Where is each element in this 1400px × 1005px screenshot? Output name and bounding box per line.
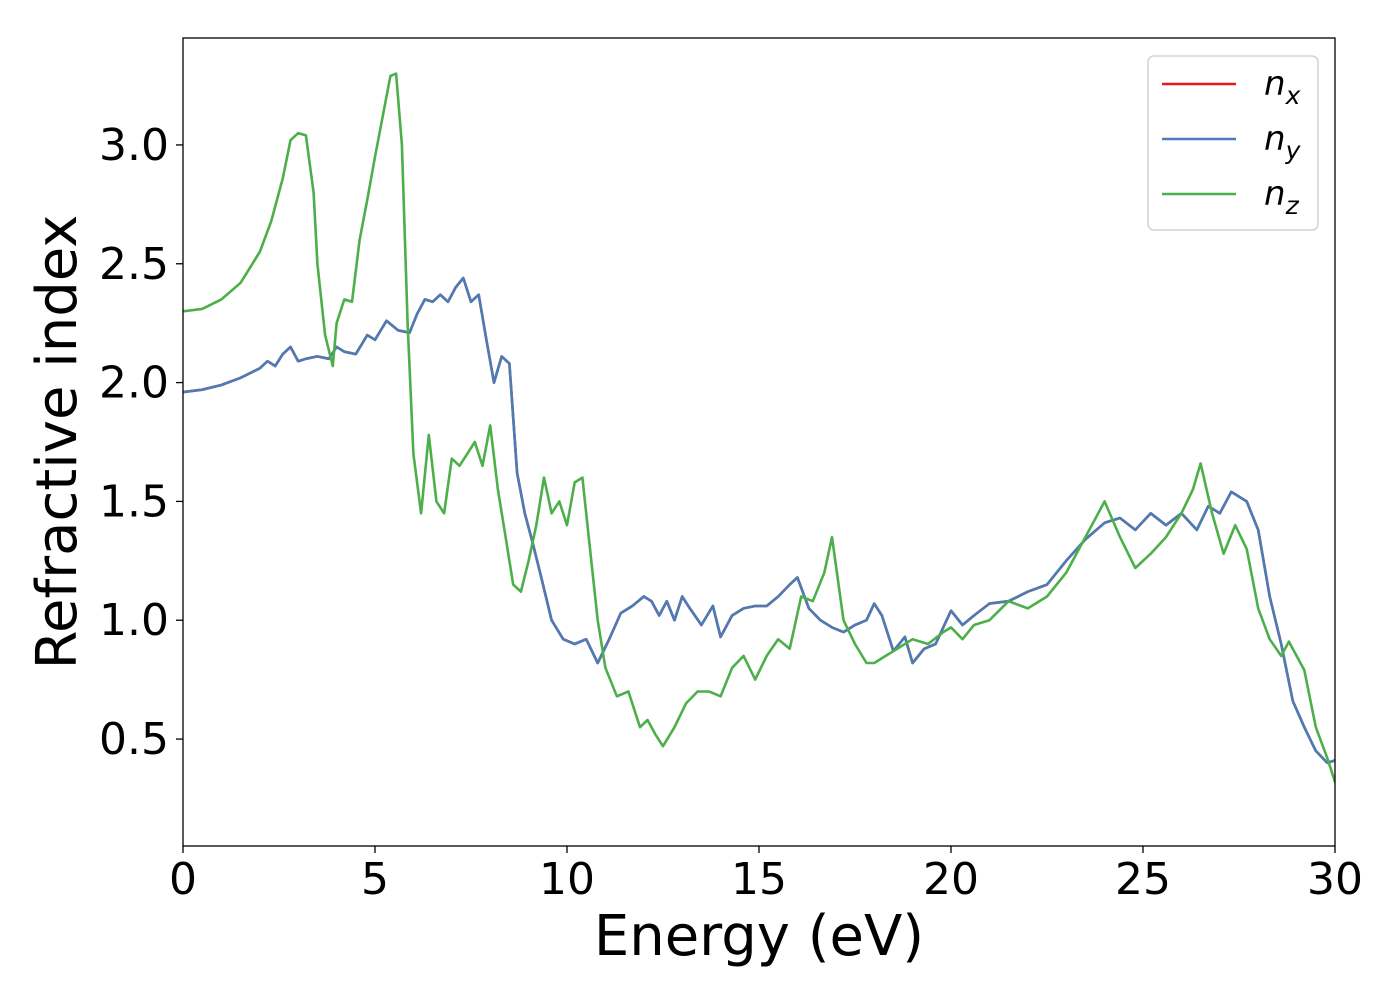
y-tick-label: 2.5 xyxy=(99,239,169,290)
legend-label-base: n xyxy=(1264,64,1286,104)
legend-label-base: n xyxy=(1264,174,1286,214)
legend-label-subscript: y xyxy=(1285,136,1302,165)
x-axis-title: Energy (eV) xyxy=(594,904,924,969)
legend-label-subscript: x xyxy=(1285,81,1301,110)
legend-label-z: nz xyxy=(1264,174,1300,220)
y-tick-label: 1.5 xyxy=(99,476,169,527)
series-line-z xyxy=(183,72,1335,784)
x-axis: 0 5 10 15 20 25 30 xyxy=(169,846,1363,905)
legend-label-y: ny xyxy=(1264,119,1302,165)
x-tick-label: 25 xyxy=(1115,854,1171,905)
series-line-x xyxy=(183,276,1335,765)
x-tick-label: 0 xyxy=(169,854,197,905)
legend-label-subscript: z xyxy=(1285,191,1300,220)
y-axis-title: Refractive index xyxy=(25,215,90,670)
x-tick-label: 30 xyxy=(1307,854,1363,905)
legend-label-x: nx xyxy=(1264,64,1301,110)
x-tick-label: 20 xyxy=(923,854,979,905)
x-tick-label: 15 xyxy=(731,854,787,905)
x-tick-label: 5 xyxy=(361,854,389,905)
y-tick-label: 2.0 xyxy=(99,358,169,409)
y-tick-label: 3.0 xyxy=(99,120,169,171)
series-line-y xyxy=(183,276,1335,765)
y-tick-label: 0.5 xyxy=(99,714,169,765)
y-tick-label: 1.0 xyxy=(99,595,169,646)
y-axis: 0.5 1.0 1.5 2.0 2.5 3.0 xyxy=(99,120,183,765)
legend-label-base: n xyxy=(1264,119,1286,159)
series-layer xyxy=(183,72,1335,784)
legend-box xyxy=(1147,55,1319,231)
x-tick-label: 10 xyxy=(539,854,595,905)
